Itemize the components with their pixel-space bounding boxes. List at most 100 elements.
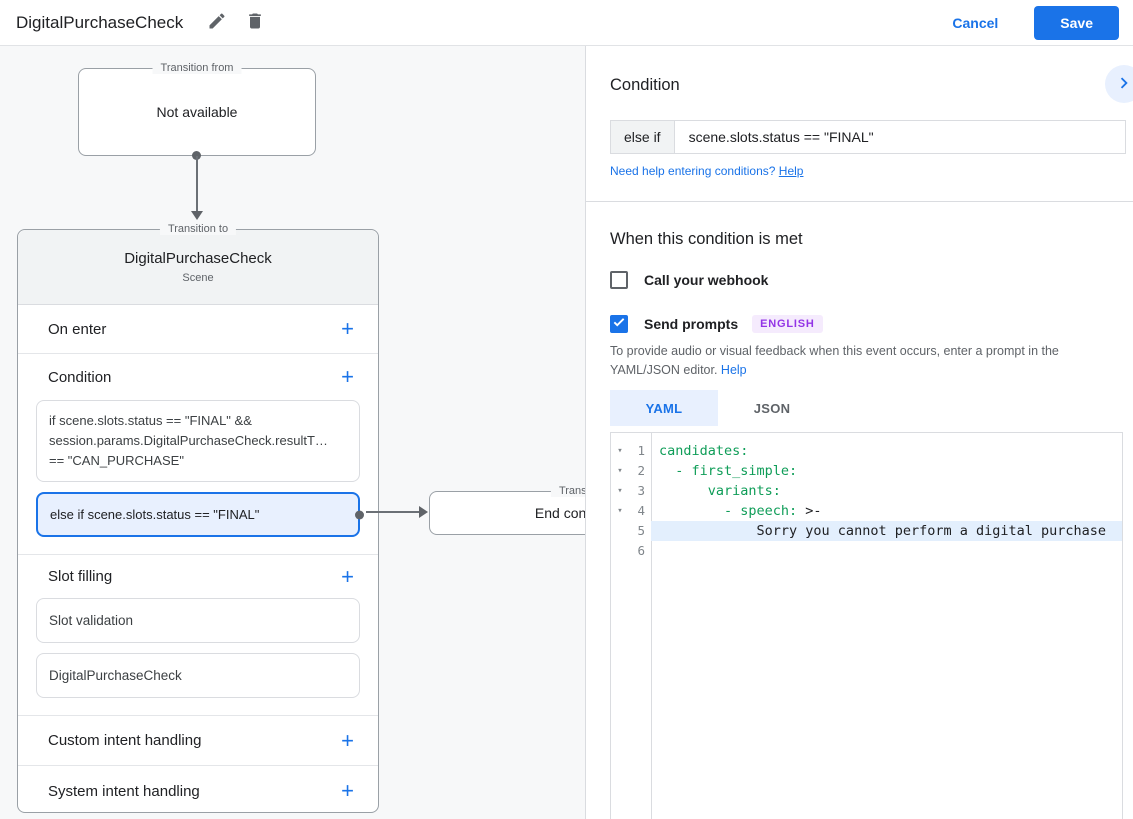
condition-label: Condition [48, 368, 112, 386]
chevron-right-icon [1113, 72, 1133, 97]
fold-arrow-icon [611, 521, 629, 541]
code-text[interactable]: variants: [659, 483, 781, 499]
prompt-hint: To provide audio or visual feedback when… [610, 342, 1126, 380]
editor-tabs: YAML JSON [610, 390, 826, 426]
condition-if-box[interactable]: if scene.slots.status == "FINAL" && sess… [36, 400, 360, 482]
condition-elseif-box-selected[interactable]: else if scene.slots.status == "FINAL" [36, 492, 364, 537]
condition-detail-panel: Condition else if Need help entering con… [585, 46, 1133, 819]
send-prompts-label: Send prompts [644, 316, 739, 332]
line-number: 2 [637, 463, 645, 478]
end-node-legend: Transition to [550, 485, 585, 497]
condition-help-link[interactable]: Help [778, 164, 804, 178]
add-on-enter-button[interactable]: + [341, 316, 354, 341]
code-text[interactable]: candidates: [659, 443, 749, 459]
prompt-hint-text: To provide audio or visual feedback when… [610, 344, 1059, 377]
line-number: 6 [637, 543, 645, 558]
custom-intent-label: Custom intent handling [48, 732, 202, 749]
slot-name-box[interactable]: DigitalPurchaseCheck [36, 653, 360, 698]
condition-prefix: else if [611, 121, 675, 153]
system-intent-label: System intent handling [48, 782, 200, 800]
transition-from-value: Not available [156, 104, 238, 120]
condition-input-row: else if [610, 120, 1126, 154]
slot-filling-head-row: Slot filling + [18, 555, 378, 598]
end-node-value: End conversation [534, 505, 585, 521]
edit-button[interactable] [201, 7, 233, 39]
arrow-right-icon [419, 506, 428, 518]
trash-icon [245, 11, 265, 34]
checkmark-icon [612, 315, 626, 334]
on-enter-row: On enter + [18, 305, 378, 354]
webhook-label: Call your webhook [644, 272, 769, 288]
send-prompts-row: Send prompts ENGLISH [610, 315, 823, 333]
condition-head-row: Condition + [18, 354, 378, 400]
slot-filling-label: Slot filling [48, 568, 113, 585]
condition-help-line: Need help entering conditions? Help [610, 164, 803, 178]
flow-canvas: Transition from Not available Transition… [0, 46, 585, 819]
fold-arrow-icon[interactable]: ▾ [617, 486, 623, 496]
language-badge: ENGLISH [752, 315, 823, 333]
add-condition-button[interactable]: + [341, 364, 354, 389]
save-button[interactable]: Save [1034, 5, 1119, 40]
system-intent-row: System intent handling + [18, 766, 378, 816]
code-line: 6 [611, 541, 1122, 561]
connector-dot-top [192, 151, 201, 160]
code-line: ▾ 3 variants: [611, 481, 1122, 501]
line-number: 3 [637, 483, 645, 498]
panel-title: Condition [610, 76, 680, 94]
scene-node: Transition to DigitalPurchaseCheck Scene… [17, 223, 379, 816]
webhook-checkbox[interactable] [610, 271, 628, 289]
transition-to-legend: Transition to [159, 223, 237, 235]
code-line: ▾ 1 candidates: [611, 441, 1122, 461]
fold-arrow-icon [611, 541, 629, 561]
page-title: DigitalPurchaseCheck [16, 12, 184, 32]
end-conversation-node[interactable]: Transition to End conversation [429, 485, 585, 535]
scene-header: DigitalPurchaseCheck Scene [18, 230, 378, 305]
line-number: 1 [637, 443, 645, 458]
topbar: DigitalPurchaseCheck Cancel Save [0, 0, 1133, 46]
code-line: ▾ 2 - first_simple: [611, 461, 1122, 481]
slot-validation-box[interactable]: Slot validation [36, 598, 360, 643]
line-number: 5 [637, 523, 645, 538]
panel-divider [586, 201, 1133, 202]
prompt-hint-help-link[interactable]: Help [720, 362, 747, 377]
connector-line-horizontal [366, 511, 420, 513]
connector-dot-right [355, 510, 364, 519]
gutter-divider [651, 433, 652, 819]
delete-button[interactable] [239, 7, 271, 39]
add-system-intent-button[interactable]: + [341, 778, 354, 803]
custom-intent-row: Custom intent handling + [18, 716, 378, 766]
condition-section: Condition + if scene.slots.status == "FI… [18, 354, 378, 555]
fold-arrow-icon[interactable]: ▾ [617, 446, 623, 456]
send-prompts-checkbox[interactable] [610, 315, 628, 333]
code-lines: ▾ 1 candidates: ▾ 2 - first_simple: ▾ 3 … [611, 433, 1122, 561]
code-text[interactable] [651, 541, 1122, 561]
scene-title: DigitalPurchaseCheck [124, 250, 272, 267]
code-line-highlighted: 5 Sorry you cannot perform a digital pur… [611, 521, 1122, 541]
arrow-down-icon [191, 211, 203, 220]
on-enter-label: On enter [48, 320, 107, 338]
condition-elseif-text: else if scene.slots.status == "FINAL" [50, 507, 260, 522]
yaml-editor[interactable]: ▾ 1 candidates: ▾ 2 - first_simple: ▾ 3 … [610, 432, 1123, 819]
slot-filling-section: Slot filling + Slot validation DigitalPu… [18, 555, 378, 716]
code-line: ▾ 4 - speech: >- [611, 501, 1122, 521]
webhook-row: Call your webhook [610, 271, 768, 289]
transition-from-legend: Transition from [152, 62, 242, 74]
code-text[interactable]: - speech: >- [659, 503, 822, 519]
pencil-icon [207, 11, 227, 34]
code-text[interactable]: Sorry you cannot perform a digital purch… [651, 521, 1122, 541]
transition-from-node: Transition from Not available [78, 62, 316, 156]
add-custom-intent-button[interactable]: + [341, 727, 354, 753]
fold-arrow-icon[interactable]: ▾ [617, 466, 623, 476]
tab-json[interactable]: JSON [753, 400, 791, 416]
line-number: 4 [637, 503, 645, 518]
collapse-panel-button[interactable] [1105, 65, 1133, 103]
when-condition-title: When this condition is met [610, 230, 803, 248]
cancel-button[interactable]: Cancel [952, 14, 999, 31]
add-slot-button[interactable]: + [341, 563, 354, 589]
code-text[interactable]: - first_simple: [659, 463, 798, 479]
condition-help-text: Need help entering conditions? [610, 164, 779, 178]
condition-input[interactable] [674, 121, 1125, 153]
fold-arrow-icon[interactable]: ▾ [617, 506, 623, 516]
scene-type-label: Scene [182, 272, 214, 284]
tab-yaml[interactable]: YAML [610, 390, 718, 426]
